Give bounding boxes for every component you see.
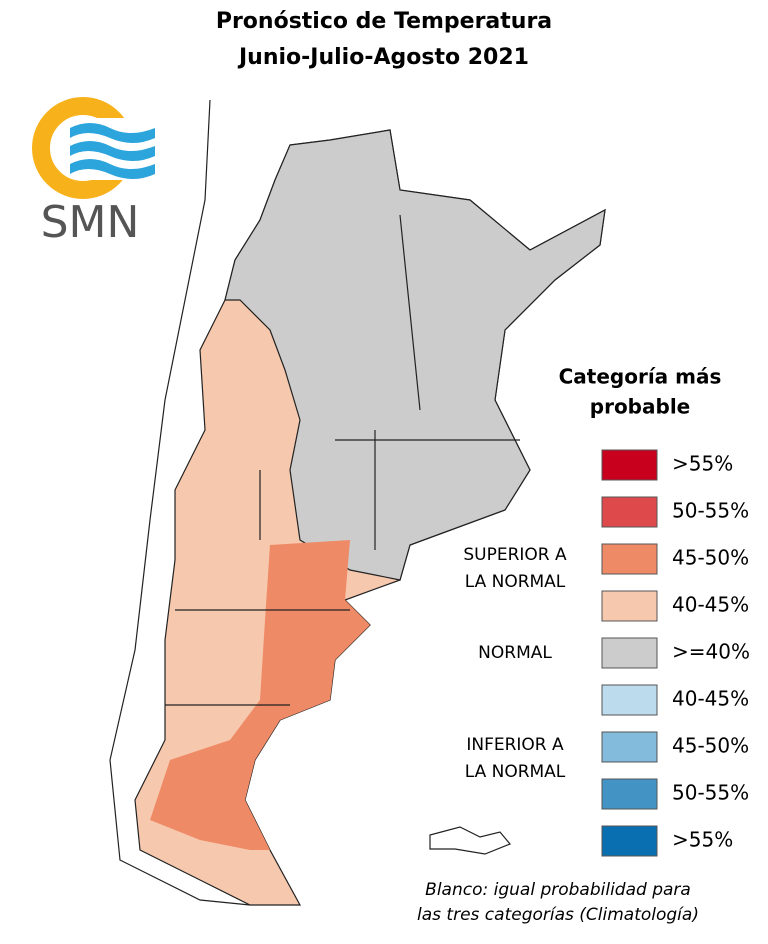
subtitle: Junio-Julio-Agosto 2021 [237, 45, 529, 70]
logo: SMN [32, 97, 156, 248]
province-borders [165, 214, 520, 706]
footnote: las tres categorías (Climatología) [417, 905, 699, 925]
legend-label: >55% [672, 828, 733, 852]
footnote: Blanco: igual probabilidad para [425, 880, 691, 900]
group-label: INFERIOR A [466, 735, 564, 755]
logo-text: SMN [41, 197, 140, 248]
legend-swatch [601, 731, 658, 763]
group-label: NORMAL [478, 643, 552, 663]
logo-wave [70, 141, 155, 161]
legend-swatch [601, 684, 658, 716]
legend-label: 40-45% [672, 593, 749, 617]
logo-wave [70, 159, 155, 179]
legend-label: 45-50% [672, 546, 749, 570]
title: Pronóstico de Temperatura [216, 9, 552, 34]
legend-title: Categoría más [559, 365, 722, 389]
legend-label: 50-55% [672, 499, 749, 523]
legend-label: >55% [672, 452, 733, 476]
group-label: LA NORMAL [465, 762, 566, 782]
chile-coast [109, 99, 251, 906]
legend-label: 50-55% [672, 781, 749, 805]
region-superior-45-50 [150, 540, 370, 850]
legend-swatch [601, 637, 658, 669]
legend-swatch [601, 449, 658, 481]
region-normal [224, 129, 606, 581]
legend-swatch [601, 496, 658, 528]
legend-swatch [601, 778, 658, 810]
group-label: LA NORMAL [465, 572, 566, 592]
legend-swatch [601, 590, 658, 622]
logo-wave [70, 123, 155, 143]
legend-swatch [601, 825, 658, 857]
legend-label: 40-45% [672, 687, 749, 711]
islands-malvinas [429, 826, 511, 855]
legend-label: >=40% [672, 640, 750, 664]
legend-title: probable [590, 395, 690, 419]
map [109, 99, 606, 906]
group-label: SUPERIOR A [463, 545, 567, 565]
legend-label: 45-50% [672, 734, 749, 758]
legend-swatch [601, 543, 658, 575]
